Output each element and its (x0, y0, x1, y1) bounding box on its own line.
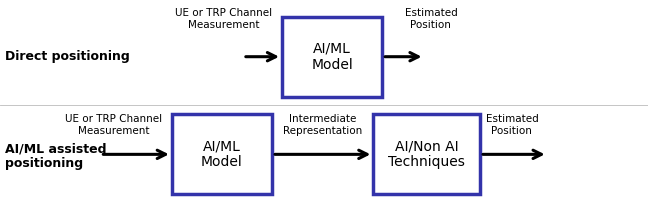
FancyBboxPatch shape (282, 17, 382, 97)
Text: AI/ML assisted
positioning: AI/ML assisted positioning (5, 142, 107, 171)
FancyBboxPatch shape (172, 114, 272, 194)
Text: AI/ML
Model: AI/ML Model (311, 42, 353, 72)
Text: Intermediate
Representation: Intermediate Representation (283, 114, 362, 136)
Text: AI/Non AI
Techniques: AI/Non AI Techniques (388, 139, 465, 169)
Text: Estimated
Position: Estimated Position (485, 114, 538, 136)
Text: AI/ML
Model: AI/ML Model (201, 139, 243, 169)
Text: Direct positioning: Direct positioning (5, 50, 130, 63)
Text: UE or TRP Channel
Measurement: UE or TRP Channel Measurement (65, 114, 162, 136)
Text: Estimated
Position: Estimated Position (404, 8, 457, 30)
FancyBboxPatch shape (373, 114, 480, 194)
Text: UE or TRP Channel
Measurement: UE or TRP Channel Measurement (175, 8, 272, 30)
